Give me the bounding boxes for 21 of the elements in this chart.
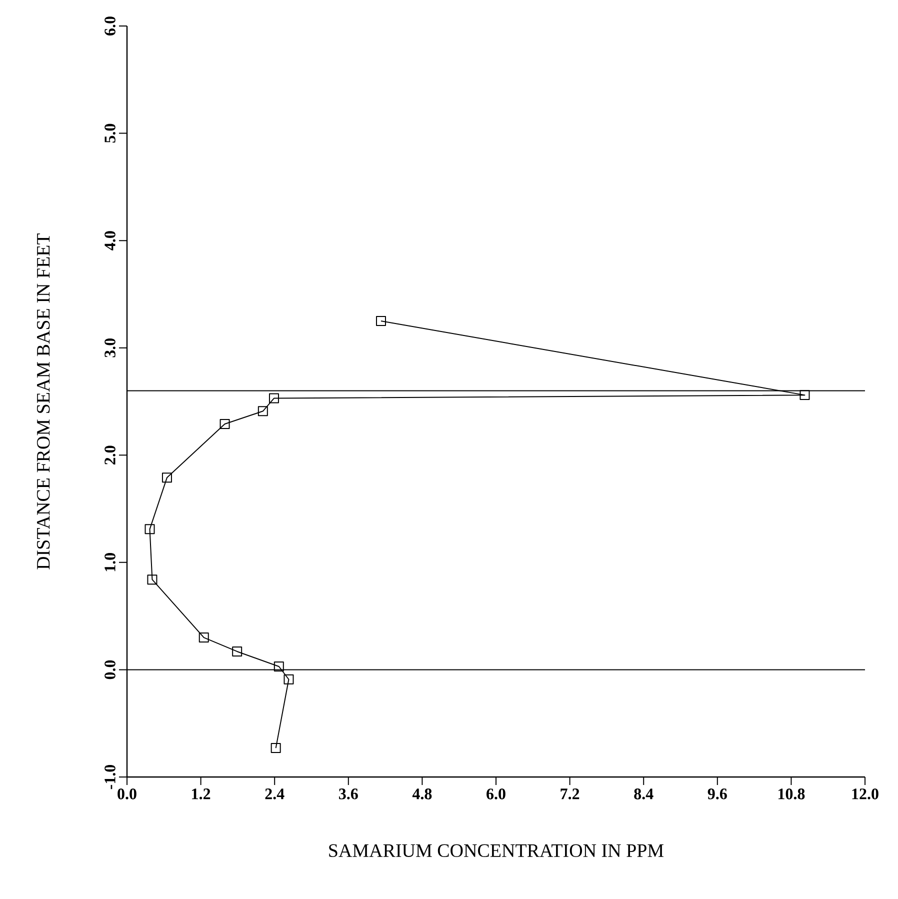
y-tick-label: 2.0 (104, 446, 116, 464)
x-tick-label: 0.0 (118, 788, 136, 800)
x-tick-label: 6.0 (486, 788, 506, 800)
x-tick-label: 2.4 (265, 788, 284, 800)
y-tick-label: 6.0 (104, 16, 116, 36)
y-tick-label: -1.0 (104, 764, 116, 790)
x-tick-label: 8.4 (634, 788, 654, 800)
x-axis-title: SAMARIUM CONCENTRATION IN PPM (329, 844, 664, 858)
y-axis-title: DISTANCE FROM SEAM BASE IN FEET (36, 233, 50, 570)
x-tick-label: 3.6 (338, 788, 358, 800)
x-tick-label: 9.6 (708, 788, 727, 800)
x-tick-label: 1.2 (192, 788, 210, 800)
y-tick-label: 4.0 (104, 231, 116, 250)
x-tick-label: 12.0 (852, 788, 878, 800)
x-tick-label: 10.8 (778, 788, 805, 800)
y-tick-label: 0.0 (104, 660, 116, 680)
x-tick-label: 4.8 (412, 788, 432, 800)
y-tick-label: 5.0 (104, 124, 116, 143)
x-tick-label: 7.2 (560, 788, 580, 800)
y-tick-label: 1.0 (104, 553, 116, 572)
y-tick-label: 3.0 (104, 338, 116, 358)
